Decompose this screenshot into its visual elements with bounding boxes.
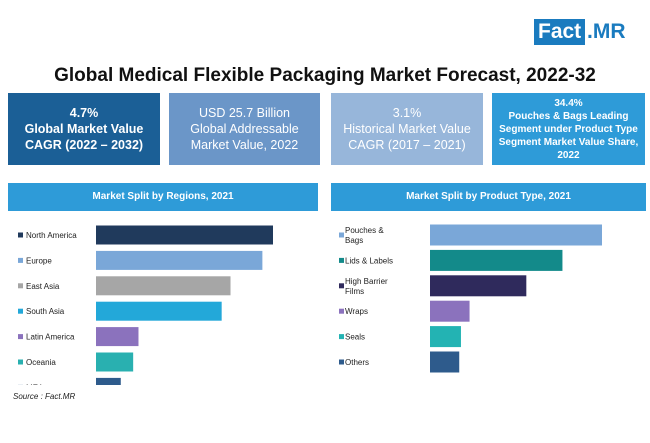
kpi-value: USD 25.7 Billion — [198, 106, 290, 120]
kpi-cagr-forecast: 4.7% Global Market Value CAGR (2022 – 20… — [8, 93, 160, 165]
legend-label-latin-america: Latin America — [26, 333, 75, 342]
kpi-segment-share: 34.4% Pouches & Bags Leading Segment und… — [492, 93, 645, 165]
legend-label-others: Others — [345, 358, 369, 367]
legend-label-pouches-bags: Pouches & Bags — [345, 226, 384, 245]
regions-bar-chart: North America Europe East Asia South Asia La… — [18, 225, 273, 385]
legend-label-east-asia: East Asia — [26, 282, 60, 291]
legend-swatch-east-asia — [18, 283, 23, 289]
bar-north-america — [96, 225, 273, 245]
logo-text-mr: .MR — [587, 20, 626, 43]
kpi-description: Pouches & Bags Leading Segment under Pro… — [498, 110, 639, 161]
bar-east-asia — [96, 276, 231, 296]
bar-wraps — [430, 300, 470, 322]
kpi-market-value: USD 25.7 Billion Global Addressable Mark… — [169, 93, 320, 165]
bar-oceania — [96, 352, 134, 372]
legend-swatch-wraps — [339, 308, 344, 314]
legend-label-seals: Seals — [345, 333, 365, 342]
legend-label-europe: Europe — [26, 256, 52, 265]
bar-pouches-bags — [430, 224, 602, 246]
product-type-chart-title: Market Split by Product Type, 2021 — [331, 183, 646, 211]
bar-south-asia — [96, 301, 222, 321]
bar-lids-labels — [430, 249, 563, 271]
legend-swatch-south-asia — [18, 308, 23, 314]
legend-swatch-europe — [18, 257, 23, 263]
kpi-value: 3.1% — [392, 106, 422, 120]
legend-label-wraps: Wraps — [345, 307, 368, 316]
bar-mea — [96, 377, 121, 385]
legend-swatch-others — [339, 359, 344, 365]
factmr-logo: Fact .MR — [534, 19, 634, 45]
regions-chart-title: Market Split by Regions, 2021 — [8, 183, 318, 211]
legend-label-mea: MEA — [26, 383, 44, 385]
kpi-description: Historical Market Value CAGR (2017 – 202… — [343, 122, 471, 152]
bar-others — [430, 351, 460, 373]
legend-swatch-lids-labels — [339, 257, 344, 263]
legend-swatch-high-barrier-films — [339, 283, 344, 289]
kpi-description: Global Addressable Market Value, 2022 — [190, 122, 299, 152]
product-type-bar-chart: Pouches & Bags Lids & Labels High Barrier Fi… — [339, 224, 602, 373]
kpi-description: Global Market Value CAGR (2022 – 2032) — [24, 122, 144, 152]
legend-swatch-seals — [339, 334, 344, 340]
legend-swatch-oceania — [18, 359, 23, 365]
legend-swatch-latin-america — [18, 334, 23, 340]
source-note: Source : Fact.MR — [13, 392, 76, 401]
legend-label-high-barrier-films: High Barrier Films — [345, 277, 388, 296]
logo-text-fact: Fact — [534, 19, 586, 45]
page-title: Global Medical Flexible Packaging Market… — [54, 65, 596, 86]
bar-latin-america — [96, 327, 139, 347]
kpi-value: 4.7% — [69, 106, 99, 120]
legend-label-north-america: North America — [26, 231, 77, 240]
legend-label-south-asia: South Asia — [26, 307, 65, 316]
legend-label-oceania: Oceania — [26, 358, 56, 367]
kpi-value: 34.4% — [554, 97, 583, 109]
bar-high-barrier-films — [430, 275, 527, 297]
kpi-historical-cagr: 3.1% Historical Market Value CAGR (2017 … — [331, 93, 483, 165]
bar-europe — [96, 250, 263, 270]
legend-swatch-pouches-bags — [339, 232, 344, 238]
bar-seals — [430, 326, 461, 348]
legend-swatch-north-america — [18, 232, 23, 238]
legend-label-lids-labels: Lids & Labels — [345, 256, 393, 265]
